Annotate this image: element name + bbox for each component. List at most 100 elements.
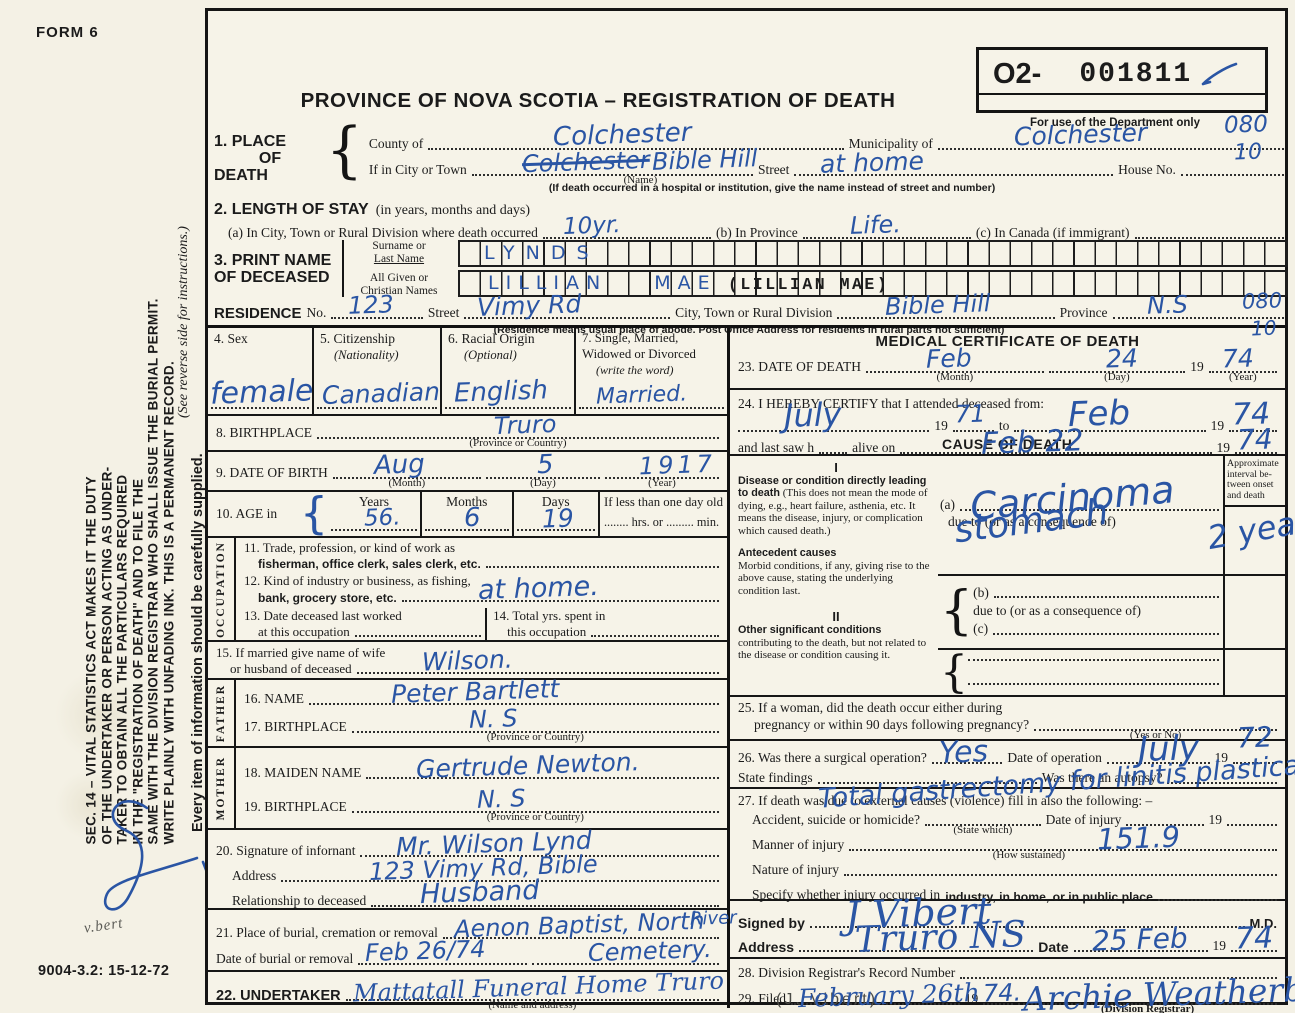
municipality-label: Municipality of [848,136,933,152]
row-operation: 26. Was there a surgical operation? Yes … [730,720,1295,815]
dob-day-value: 5 [536,449,555,480]
manner-label: Manner of injury [752,837,845,853]
cause-b-field [993,594,1219,599]
dod-year-field: 74 (Year) [1208,344,1277,382]
spouse-label: 15. If married give name of wife [216,645,386,660]
dob-year-field: 1917 (Year) [604,450,719,489]
signed-date-field: 25 Feb [1073,921,1208,958]
operation-date-label: Date of operation [1007,750,1102,766]
house-no-label: House No. [1118,162,1176,178]
cause-c-label: (c) [973,621,989,637]
row-age: 10. AGE in { Years 56. Months 6 Days [208,492,727,538]
municipality-field: Colchester [937,117,1284,151]
spouse-field: Wilson. [356,644,719,676]
stay-c-label: (c) In Canada (if immigrant) [975,224,1130,240]
operation-year-field: 72 [1233,720,1277,765]
cause-descriptions: I Disease or condition directly lead­ing… [730,456,938,695]
row-sex-citizenship: 4. Sex female 5. Citizenship (Nationalit… [208,328,727,416]
residence-no-label: No. [306,305,327,321]
city-struck-value: Colchester [521,146,651,179]
residence-city-value: Bible Hill [884,289,992,322]
county-field: Colchester [428,117,844,152]
s3-label: 3. PRINT NAME [214,251,332,269]
external-l1: 27. If death was due to external causes … [738,793,1153,809]
signed-year-field: 74 [1231,920,1277,957]
mother-birthplace-value: N. S [476,784,526,815]
brace: { [300,488,328,540]
father-name-field: Peter Bartlett [309,674,719,708]
signed-address-label: Address [738,939,795,956]
signed-date-label: Date [1038,939,1069,956]
signed-by-field: J Vibert [809,888,1245,937]
section-place-of-death: 1. PLACE OF DEATH { County of Colchester… [214,117,1284,194]
cause-a-label: (a) [940,496,955,512]
interval-header: Approximate interval be- tween onset and… [1225,456,1285,508]
dob-day-sub: (Day) [530,477,556,489]
street-field: at home [794,146,1114,178]
q12-field: at home. [401,571,719,606]
every-item-note: Every item of information should be care… [190,453,206,832]
burial-place-value3: Cemetery. [587,935,713,968]
cause-header: CAUSE OF DEATH [942,435,1073,452]
age-months-label: Months [446,494,488,509]
s2-label: 2. LENGTH OF STAY [214,201,369,218]
row-date-of-birth: 9. DATE OF BIRTH Aug (Month) 5 (Day) 191… [208,449,727,492]
operation-field: Yes [931,734,1003,771]
undertaker-label: 22. UNDERTAKER [216,988,341,1004]
row-burial: 21. Place of burial, cremation or remova… [208,907,737,972]
statute-line: SEC. 14 – VITAL STATISTICS ACT MAKES IT … [83,476,99,845]
residence-street-label: Street [427,305,460,321]
given-names-value: LILLIAN MAE [488,271,717,294]
racial-origin-label: 6. Racial Origin [448,331,535,346]
informant-relationship-label: Relationship to deceased [232,893,367,909]
marital-sub: (write the word) [596,362,674,377]
cause-part-i: I [834,459,838,475]
dod-label: 23. DATE OF DEATH [738,359,861,375]
filed-label: 29. Filed [738,991,787,1007]
last-seen-label: and last saw h [738,439,815,455]
specify-field [1157,897,1277,901]
given-names-grid: LILLIAN MAE (LILLIAN MAE) [458,270,1288,297]
mother-birthplace-field: N. S (Province or Country) [351,785,719,823]
statute-line: SAME WITH THE DIVISION REGISTRAR WHO SHA… [145,298,161,845]
age-days-label: Days [541,494,570,509]
cause-a-field: Carcinoma [959,467,1219,529]
see-reverse-note: (See reverse side for instructions.) [176,226,191,418]
mother-strip: MOTHER [208,748,236,828]
left-column: 4. Sex female 5. Citizenship (Nationalit… [208,328,737,1011]
pregnancy-l2: pregnancy or within 90 days following pr… [754,717,1030,733]
statute-line: WRITE PLAINLY WITH UNFADING INK. THIS IS… [161,360,176,845]
city-town-label: If in City or Town [368,162,467,178]
scan-artifact [55,670,145,760]
autopsy-field [1167,780,1277,785]
ash-sub: (State which) [953,824,1013,836]
mother-name-label: 18. MAIDEN NAME [244,765,362,781]
cause-b-due-label: due to (or as a consequence of) [973,603,1142,619]
residence-city-label: City, Town or Rural Division [675,305,833,321]
father-name-label: 16. NAME [244,691,304,707]
mother-birthplace-label: 19. BIRTHPLACE [244,799,347,815]
certify-line: 24. I HEREBY CERTIFY that I attended dec… [738,395,1044,411]
q13-field [354,633,482,637]
residence-province-label: Province [1059,305,1108,321]
dob-year-value: 1917 [638,450,717,481]
row-date-of-death: 23. DATE OF DEATH Feb (Month) 24 (Day) 1… [730,344,1285,390]
dept-caption: For use of the Department only [1030,117,1200,129]
certify-to-year-field: 74 [1229,396,1277,432]
registrar-signature-field: Archie Weatherbee (Division Registrar) [1018,969,1295,1013]
cause-p2-bold: Antecedent causes [738,547,837,560]
name-note: (Name) [623,174,658,186]
last-seen-her-field [819,450,848,454]
age-less-label: If less than one day old [603,495,723,509]
signed-address-field: Truro NS [799,914,1034,961]
cause-p2-rest: Morbid conditions, if any, giving rise t… [738,559,930,597]
autopsy-label: Was there an autopsy? [1041,770,1163,786]
row-occupation: OCCUPATION 11. Trade, profession, or kin… [208,538,727,642]
surname-grid: LYNDS [458,240,1288,267]
row-registrar: 28. Division Registrar's Record Number 2… [730,959,1295,1013]
cause-p1-rest: (This does not mean the mode of dying, e… [738,487,928,537]
operation-date-field: July [1106,727,1210,770]
row-certify: 24. I HEREBY CERTIFY that I attended dec… [730,390,1285,462]
pregnancy-l1: 25. If a woman, did the death occur eith… [738,700,1003,716]
q11-field [485,564,719,569]
